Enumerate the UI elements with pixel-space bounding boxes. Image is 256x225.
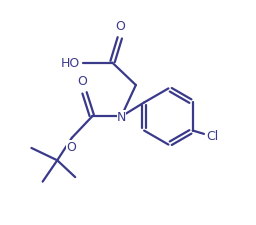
Text: O: O xyxy=(77,74,87,88)
Text: HO: HO xyxy=(60,57,80,70)
Text: O: O xyxy=(115,20,125,33)
Text: Cl: Cl xyxy=(206,129,218,142)
Text: O: O xyxy=(66,140,76,153)
Text: N: N xyxy=(116,110,126,124)
